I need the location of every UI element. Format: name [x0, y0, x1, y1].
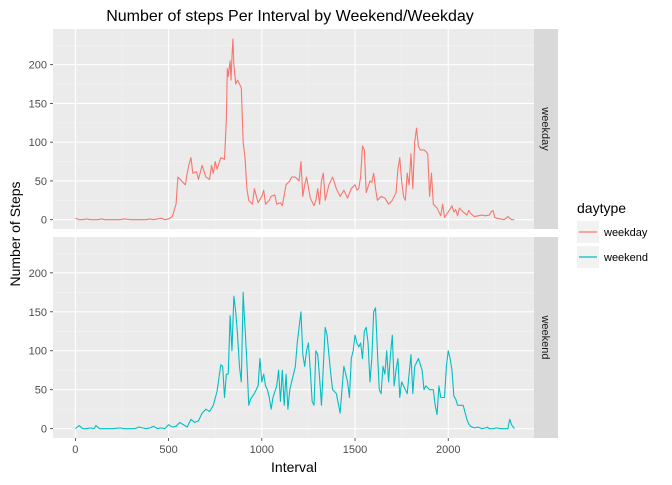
panel-background	[53, 29, 534, 229]
facet-panel-weekday: 0 50 100 150 200 weekday	[29, 29, 558, 229]
facet-panel-weekend: 0 50 100 150 200 weekend	[29, 237, 558, 438]
series-line-weekday	[75, 38, 515, 221]
facet-strip-weekend	[534, 237, 558, 438]
x-axis-title: Interval	[271, 459, 317, 475]
x-tick-label: 2000	[436, 444, 460, 456]
facet-strip-weekday	[534, 29, 558, 229]
y-tick-label: 0	[41, 424, 47, 436]
legend-title: daytype	[577, 200, 626, 216]
y-tick-label: 200	[29, 60, 47, 72]
series-line-weekend	[75, 291, 515, 430]
y-tick-label: 150	[29, 98, 47, 110]
y-tick-label: 50	[35, 385, 47, 397]
y-tick-label: 100	[29, 137, 47, 149]
y-tick-label: 0	[41, 215, 47, 227]
facet-panels: 0 50 100 150 200 weekday 0 50 100 150 200 weekend	[29, 29, 558, 438]
legend: daytype weekday weekend	[577, 200, 648, 268]
facet-strip-label: weekend	[539, 314, 551, 359]
legend-label-weekend: weekend	[603, 252, 648, 264]
legend-label-weekday: weekday	[603, 227, 648, 239]
y-tick-label: 100	[29, 346, 47, 358]
y-tick-label: 200	[29, 268, 47, 280]
chart-title: Number of steps Per Interval by Weekend/…	[106, 8, 474, 25]
x-axis: 0 500 1000 1500 2000	[72, 438, 460, 456]
x-tick-label: 0	[72, 444, 78, 456]
panel-background	[53, 237, 534, 438]
x-tick-label: 1000	[250, 444, 274, 456]
x-tick-label: 1500	[343, 444, 367, 456]
y-tick-label: 150	[29, 307, 47, 319]
facet-strip-label: weekday	[539, 106, 551, 151]
y-tick-label: 50	[35, 176, 47, 188]
x-tick-label: 500	[159, 444, 177, 456]
y-axis-title: Number of Steps	[7, 181, 23, 286]
